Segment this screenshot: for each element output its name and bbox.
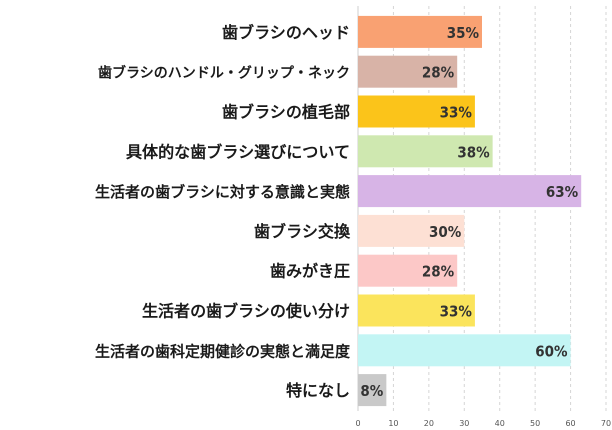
value-label: 30% — [429, 223, 462, 241]
value-label: 33% — [440, 303, 473, 321]
x-tick-label: 70 — [601, 419, 611, 428]
category-label: 歯ブラシのヘッド — [222, 23, 350, 42]
category-label: 生活者の歯ブラシの使い分け — [142, 302, 350, 321]
category-label: 歯ブラシのハンドル・グリップ・ネック — [98, 65, 350, 82]
category-label: 特になし — [286, 381, 350, 400]
bars — [358, 15, 582, 407]
bar — [358, 374, 387, 407]
bar — [358, 55, 458, 88]
value-label: 38% — [457, 143, 490, 161]
value-labels: 35% 28% 33% 38% 63% 30% 28% 33% 60% 8% — [360, 24, 578, 400]
category-label: 生活者の歯ブラシに対する意識と実態 — [95, 183, 350, 201]
value-label: 28% — [422, 64, 455, 82]
bar — [358, 214, 465, 247]
x-tick-labels: 0 10 20 30 40 50 60 70 — [355, 419, 611, 428]
bar — [358, 334, 571, 367]
category-label: 歯ブラシの植毛部 — [222, 103, 350, 122]
x-tick-label: 30 — [459, 419, 469, 428]
category-label: 歯ブラシ交換 — [254, 222, 351, 241]
category-label: 生活者の歯科定期健診の実態と満足度 — [95, 342, 351, 360]
value-label: 28% — [422, 263, 455, 281]
x-tick-label: 50 — [530, 419, 540, 428]
value-label: 63% — [546, 183, 579, 201]
value-label: 60% — [535, 342, 568, 360]
bar — [358, 254, 458, 287]
x-tick-label: 10 — [388, 419, 398, 428]
category-labels: 歯ブラシのヘッド歯ブラシのハンドル・グリップ・ネック歯ブラシの植毛部具体的な歯ブ… — [95, 23, 351, 400]
bar — [358, 95, 475, 128]
bar — [358, 294, 475, 327]
bar — [358, 175, 582, 208]
category-label: 歯みがき圧 — [270, 262, 350, 281]
x-tick-label: 60 — [565, 419, 575, 428]
x-tick-label: 20 — [424, 419, 434, 428]
value-label: 33% — [440, 104, 473, 122]
x-tick-label: 40 — [495, 419, 505, 428]
bar — [358, 135, 493, 168]
value-label: 35% — [447, 24, 480, 42]
value-label: 8% — [360, 382, 383, 400]
x-tick-label: 0 — [355, 419, 360, 428]
category-label: 具体的な歯ブラシ選びについて — [126, 142, 350, 161]
bar — [358, 15, 482, 48]
